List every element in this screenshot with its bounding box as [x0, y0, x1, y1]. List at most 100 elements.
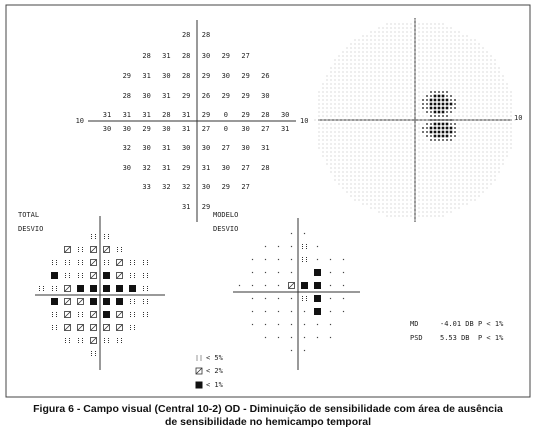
- gray-cell: [446, 119, 448, 121]
- symbol-dots: [65, 342, 66, 343]
- gray-cell: [482, 87, 484, 89]
- gray-cell: [326, 159, 328, 161]
- gray-cell: [482, 75, 484, 77]
- gray-cell: [338, 71, 340, 73]
- gray-cell: [406, 55, 408, 57]
- symbol-dots: [65, 262, 66, 263]
- gray-cell: [494, 71, 496, 73]
- gray-cell: [370, 139, 372, 141]
- gray-cell: [494, 67, 496, 69]
- gray-cell: [362, 59, 364, 61]
- gray-cell: [442, 31, 444, 33]
- gray-cell: [490, 87, 492, 89]
- gray-cell: [338, 119, 340, 121]
- gray-cell: [414, 135, 416, 137]
- gray-cell: [374, 139, 376, 141]
- gray-cell: [494, 159, 496, 161]
- gray-cell: [462, 191, 464, 193]
- gray-cell: [350, 87, 352, 89]
- gray-cell: [322, 111, 324, 113]
- gray-cell: [338, 163, 340, 165]
- gray-cell: [418, 151, 420, 153]
- gray-cell: [322, 99, 324, 101]
- symbol-dot: [329, 323, 332, 326]
- gray-cell: [402, 159, 404, 161]
- gray-cell: [434, 31, 436, 33]
- gray-cell: [454, 35, 456, 37]
- threshold-value: 28: [123, 92, 131, 100]
- gray-cell: [422, 135, 424, 137]
- gray-cell: [474, 95, 476, 97]
- gray-cell: [494, 147, 496, 149]
- gray-cell: [326, 135, 328, 137]
- gray-cell: [490, 159, 492, 161]
- gray-cell: [458, 75, 460, 77]
- gray-cell: [318, 139, 320, 141]
- gray-cell: [474, 103, 476, 105]
- gray-cell: [350, 43, 352, 45]
- gray-cell: [414, 127, 416, 129]
- gray-cell: [394, 91, 396, 93]
- gray-cell: [366, 179, 368, 181]
- gray-cell: [414, 187, 416, 189]
- gray-cell: [414, 155, 416, 157]
- symbol-dots: [147, 275, 148, 276]
- gray-cell: [486, 143, 488, 145]
- gray-cell: [470, 43, 472, 45]
- gray-cell: [430, 39, 432, 41]
- gray-cell: [433, 94, 437, 98]
- gray-cell: [370, 103, 372, 105]
- gray-cell: [378, 115, 380, 117]
- gray-cell: [378, 159, 380, 161]
- symbol-dots: [147, 277, 148, 278]
- gray-cell: [426, 143, 428, 145]
- gray-cell: [346, 91, 348, 93]
- gray-cell: [406, 23, 408, 25]
- gray-cell: [454, 115, 456, 117]
- gray-cell: [434, 171, 436, 173]
- gray-cell: [382, 47, 384, 49]
- gray-cell: [418, 175, 420, 177]
- gray-cell: [370, 31, 372, 33]
- gray-cell: [398, 87, 400, 89]
- gray-cell: [394, 87, 396, 89]
- gray-cell: [370, 51, 372, 53]
- gray-cell: [426, 155, 428, 157]
- gray-cell: [450, 183, 452, 185]
- gray-cell: [474, 47, 476, 49]
- threshold-value: 31: [182, 111, 190, 119]
- gray-cell: [446, 147, 448, 149]
- gray-cell: [358, 195, 360, 197]
- gray-cell: [474, 179, 476, 181]
- gray-cell: [402, 195, 404, 197]
- gray-cell: [478, 51, 480, 53]
- symbol-box: [90, 311, 97, 318]
- gray-cell: [394, 39, 396, 41]
- gray-cell: [338, 171, 340, 173]
- gray-cell: [342, 99, 344, 101]
- gray-cell: [394, 75, 396, 77]
- gray-cell: [422, 47, 424, 49]
- gray-cell: [486, 55, 488, 57]
- gray-cell: [414, 143, 416, 145]
- gray-cell: [370, 135, 372, 137]
- gray-cell: [374, 163, 376, 165]
- gray-cell: [394, 23, 396, 25]
- gray-cell: [378, 127, 380, 129]
- gray-cell: [382, 79, 384, 81]
- gray-cell: [478, 47, 480, 49]
- gray-cell: [350, 79, 352, 81]
- gray-cell: [466, 195, 468, 197]
- gray-cell: [446, 63, 448, 65]
- gray-cell: [370, 59, 372, 61]
- gray-cell: [445, 98, 449, 102]
- gray-cell: [466, 175, 468, 177]
- symbol-box: [288, 282, 295, 289]
- gray-cell: [470, 123, 472, 125]
- gray-cell: [402, 75, 404, 77]
- gray-cell: [342, 75, 344, 77]
- gray-cell: [450, 155, 452, 157]
- symbol-dot: [303, 349, 306, 352]
- gray-cell: [446, 183, 448, 185]
- gray-cell: [442, 187, 444, 189]
